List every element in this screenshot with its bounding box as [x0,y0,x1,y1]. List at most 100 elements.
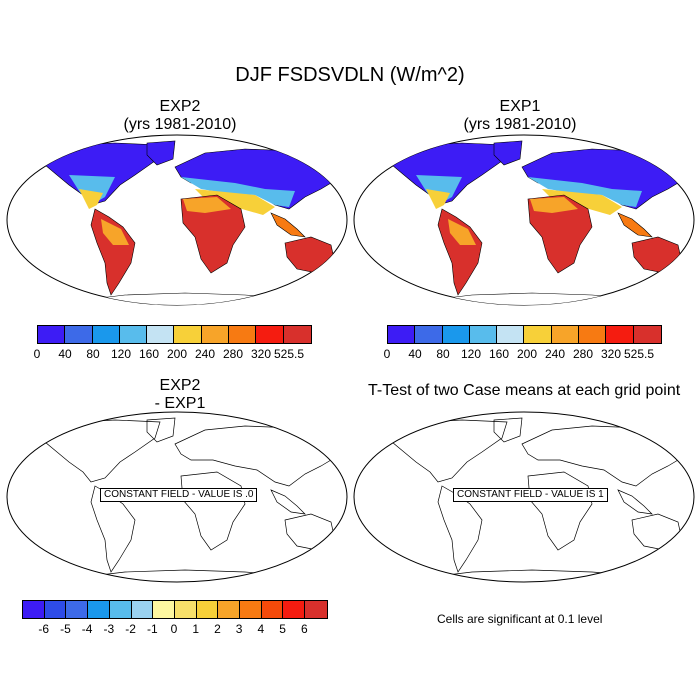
colorbar-cell [147,326,175,343]
colorbar-cell [218,601,241,618]
colorbar-cell [442,326,470,343]
colorbar-cell [131,601,154,618]
colorbar-cell [201,326,230,343]
land-south-america [437,208,483,296]
colorbar-cell [261,601,284,618]
colorbar-tick-label: 80 [86,347,100,361]
colorbar-cell [88,601,110,618]
significance-note: Cells are significant at 0.1 level [437,612,603,626]
panel-title-exp2: EXP2 (yrs 1981-2010) [60,98,300,134]
colorbar-tick-label: -2 [125,622,136,636]
colorbar-cell [579,326,607,343]
colorbar-cell [196,601,219,618]
colorbar-tick-label: 4 [257,622,265,636]
colorbar-cell [44,601,67,618]
colorbar-cell [551,326,580,343]
colorbar-tick-label: 280 [222,347,244,361]
panel-title-line1: EXP1 [499,98,541,115]
colorbar-cell [240,601,262,618]
panel-title-line1: EXP2 [159,377,201,394]
colorbar-cell [283,326,311,343]
coast-south-america [437,485,483,573]
coast-north-america [40,419,161,483]
land-south-america [90,208,136,296]
colorbar-tick-label: 200 [166,347,188,361]
colorbar-tick-label: -4 [81,622,93,636]
map-exp1 [353,134,695,306]
colorbar-tick-label: 525.5 [273,347,305,361]
coast-africa [527,471,593,551]
colorbar-tick-label: 280 [572,347,594,361]
colorbar-tick-label: 5 [279,622,286,636]
colorbar-cell [633,326,661,343]
land-north-america [40,142,161,206]
colorbar-tick-label: 240 [544,347,566,361]
colorbar-tick-label: 1 [192,622,200,636]
land-greenland [146,140,176,166]
constant-field-label-diff: CONSTANT FIELD - VALUE IS .0 [100,488,258,502]
colorbar-exp2-labels: 0 40 80 120 160 200 240 280 320 525.5 [33,347,310,361]
land-north-america [387,142,508,206]
colorbar-cell [38,326,66,343]
colorbar-tick-label: 0 [383,347,391,361]
colorbar-exp2 [37,325,312,344]
colorbar-cell [469,326,498,343]
coast-eurasia [174,425,342,487]
coast-greenland [493,417,523,443]
land-africa [180,194,246,274]
colorbar-tick-label: 240 [194,347,216,361]
colorbar-cell [229,326,257,343]
colorbar-tick-label: 40 [58,347,72,361]
colorbar-diff [22,600,328,619]
colorbar-tick-label: 2 [214,622,221,636]
colorbar-cell [109,601,132,618]
figure-title: DJF FSDSVDLN (W/m^2) [235,64,465,86]
coast-south-america [90,485,136,573]
land-greenland [493,140,523,166]
panel-title-diff: EXP2 - EXP1 [60,377,300,413]
colorbar-cell [606,326,634,343]
coast-greenland [146,417,176,443]
colorbar-cell [524,326,552,343]
colorbar-cell [415,326,443,343]
colorbar-exp1-labels: 0 40 80 120 160 200 240 280 320 525.5 [383,347,660,361]
colorbar-cell [65,326,93,343]
colorbar-tick-label: 0 [33,347,41,361]
coast-africa [180,471,246,551]
colorbar-cell [388,326,416,343]
constant-field-label-ttest: CONSTANT FIELD - VALUE IS 1 [453,488,608,502]
colorbar-cell [497,326,525,343]
colorbar-cell [305,601,327,618]
colorbar-cell [256,326,284,343]
colorbar-tick-label: -5 [60,622,71,636]
panel-title-line1: EXP2 [159,98,201,115]
colorbar-tick-label: 525.5 [623,347,655,361]
colorbar-tick-label: 160 [138,347,160,361]
coast-eurasia [521,425,689,487]
colorbar-tick-label: 80 [436,347,450,361]
colorbar-exp1 [387,325,662,344]
colorbar-tick-label: 3 [235,622,243,636]
colorbar-tick-label: 120 [460,347,482,361]
colorbar-tick-label: -6 [38,622,50,636]
colorbar-tick-label: 120 [110,347,132,361]
colorbar-tick-label: 0 [170,622,178,636]
colorbar-cell [174,601,197,618]
panel-title-line2: - EXP1 [154,395,206,412]
panel-title-line2: (yrs 1981-2010) [463,116,577,133]
colorbar-cell [174,326,202,343]
land-se-asia [617,212,653,238]
panel-title-line2: (yrs 1981-2010) [123,116,237,133]
coast-north-america [387,419,508,483]
colorbar-tick-label: -3 [103,622,115,636]
land-africa [527,194,593,274]
colorbar-tick-label: 160 [488,347,510,361]
colorbar-cell [283,601,306,618]
colorbar-tick-label: 40 [408,347,422,361]
colorbar-cell [92,326,120,343]
colorbar-tick-label: 320 [250,347,272,361]
colorbar-cell [66,601,89,618]
colorbar-tick-label: 320 [600,347,622,361]
coast-se-asia [270,489,306,515]
panel-title-exp1: EXP1 (yrs 1981-2010) [400,98,640,134]
